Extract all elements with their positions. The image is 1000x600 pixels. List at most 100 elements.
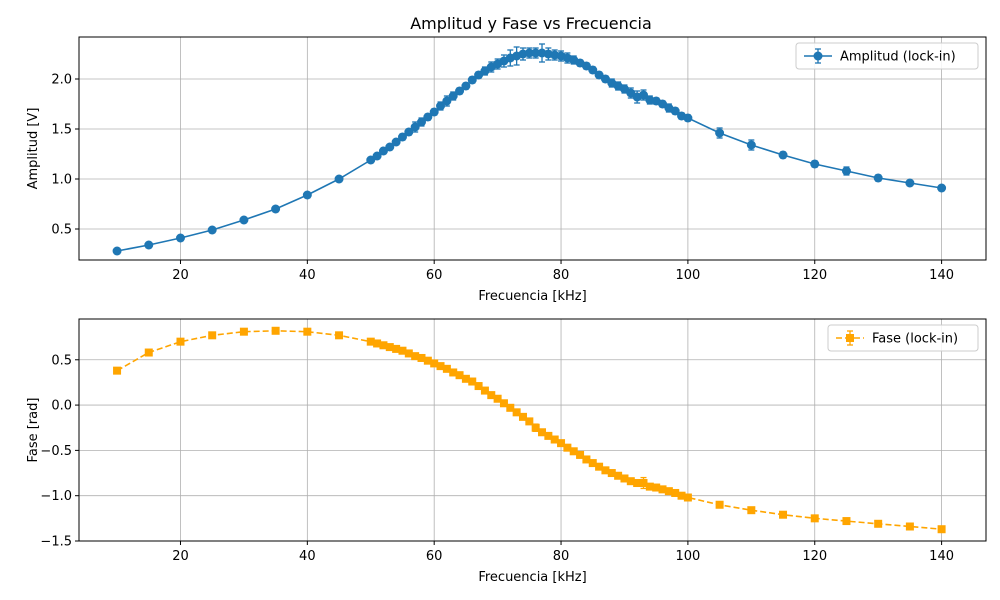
y-tick-label: 0.0: [51, 399, 72, 414]
x-tick-label: 140: [929, 549, 954, 564]
data-point: [493, 394, 502, 403]
data-point: [531, 423, 540, 432]
data-point: [873, 173, 883, 183]
data-point: [455, 86, 465, 96]
data-point: [601, 466, 610, 475]
data-point: [810, 159, 820, 169]
x-tick-label: 140: [929, 268, 954, 283]
x-tick-label: 100: [675, 549, 700, 564]
x-tick-label: 80: [553, 268, 570, 283]
data-point: [144, 348, 153, 357]
data-point: [905, 178, 915, 188]
data-point: [524, 48, 534, 58]
data-point: [683, 113, 693, 123]
data-point: [595, 462, 604, 471]
chart-title: Amplitud y Fase vs Frecuencia: [410, 14, 652, 33]
data-point: [430, 359, 439, 368]
data-point: [404, 127, 414, 137]
data-point: [372, 151, 382, 161]
data-point: [239, 327, 248, 336]
data-point: [417, 353, 426, 362]
data-point: [677, 491, 686, 500]
x-tick-label: 120: [802, 549, 827, 564]
data-point: [271, 204, 281, 214]
data-point: [588, 459, 597, 468]
data-point: [442, 96, 452, 106]
axes-frame: [78, 36, 987, 261]
x-tick-label: 20: [172, 549, 189, 564]
data-point: [620, 474, 629, 483]
data-point: [335, 331, 344, 340]
data-point: [302, 190, 312, 200]
data-point: [411, 352, 420, 361]
data-point: [518, 412, 527, 421]
data-point: [550, 435, 559, 444]
data-point: [588, 65, 598, 75]
data-point: [512, 408, 521, 417]
data-point: [455, 371, 464, 380]
data-point: [175, 233, 185, 243]
legend-marker: [846, 334, 854, 342]
data-point: [144, 240, 154, 250]
data-point: [658, 485, 667, 494]
data-point: [841, 166, 851, 176]
data-point: [436, 362, 445, 371]
data-point: [937, 183, 947, 193]
y-axis-label: Amplitud [V]: [26, 108, 41, 190]
data-point: [638, 90, 648, 100]
data-point: [531, 48, 541, 58]
data-point: [429, 107, 439, 117]
y-tick-label: 0.5: [51, 353, 72, 368]
data-point: [905, 522, 914, 531]
data-point: [626, 477, 635, 486]
data-point: [499, 399, 508, 408]
x-tick-label: 20: [172, 268, 189, 283]
y-tick-label: −0.5: [40, 444, 72, 459]
data-point: [671, 488, 680, 497]
x-tick-label: 60: [426, 549, 443, 564]
data-point: [525, 417, 534, 426]
x-tick-label: 100: [675, 268, 700, 283]
data-point: [506, 403, 515, 412]
data-point: [176, 337, 185, 346]
data-point: [557, 439, 566, 448]
data-point: [538, 428, 547, 437]
data-point: [652, 483, 661, 492]
data-point: [664, 487, 673, 496]
x-tick-label: 60: [426, 268, 443, 283]
data-point: [937, 525, 946, 534]
data-point: [392, 344, 401, 353]
y-tick-label: 2.0: [51, 73, 72, 88]
x-axis-label: Frecuencia [kHz]: [478, 289, 586, 304]
data-point: [467, 75, 477, 85]
data-point: [842, 517, 851, 526]
data-point: [582, 455, 591, 464]
data-point: [670, 106, 680, 116]
data-point: [448, 91, 458, 101]
legend-box: [795, 42, 979, 70]
data-point: [639, 479, 648, 488]
data-point: [271, 326, 280, 335]
data-point: [207, 225, 217, 235]
data-point: [385, 343, 394, 352]
data-point: [746, 140, 756, 150]
data-point: [239, 215, 249, 225]
data-point: [379, 341, 388, 350]
data-point: [480, 386, 489, 395]
data-point: [778, 150, 788, 160]
data-point: [874, 519, 883, 528]
legend-label: Amplitud (lock-in): [840, 50, 956, 65]
data-point: [563, 443, 572, 452]
data-point: [397, 132, 407, 142]
data-point: [468, 377, 477, 386]
x-tick-label: 40: [299, 268, 316, 283]
legend-label: Fase (lock-in): [872, 332, 958, 347]
x-axis-label: Frecuencia [kHz]: [478, 570, 586, 585]
phase-plot: 20 40 60 80 100 120 140 −1.5 −1.0 −0.5 0.0 0.5 Frecu…: [26, 318, 987, 585]
data-point: [747, 506, 756, 515]
data-point: [404, 349, 413, 358]
data-point: [569, 447, 578, 456]
y-tick-label: 0.5: [51, 223, 72, 238]
data-point: [113, 366, 122, 375]
